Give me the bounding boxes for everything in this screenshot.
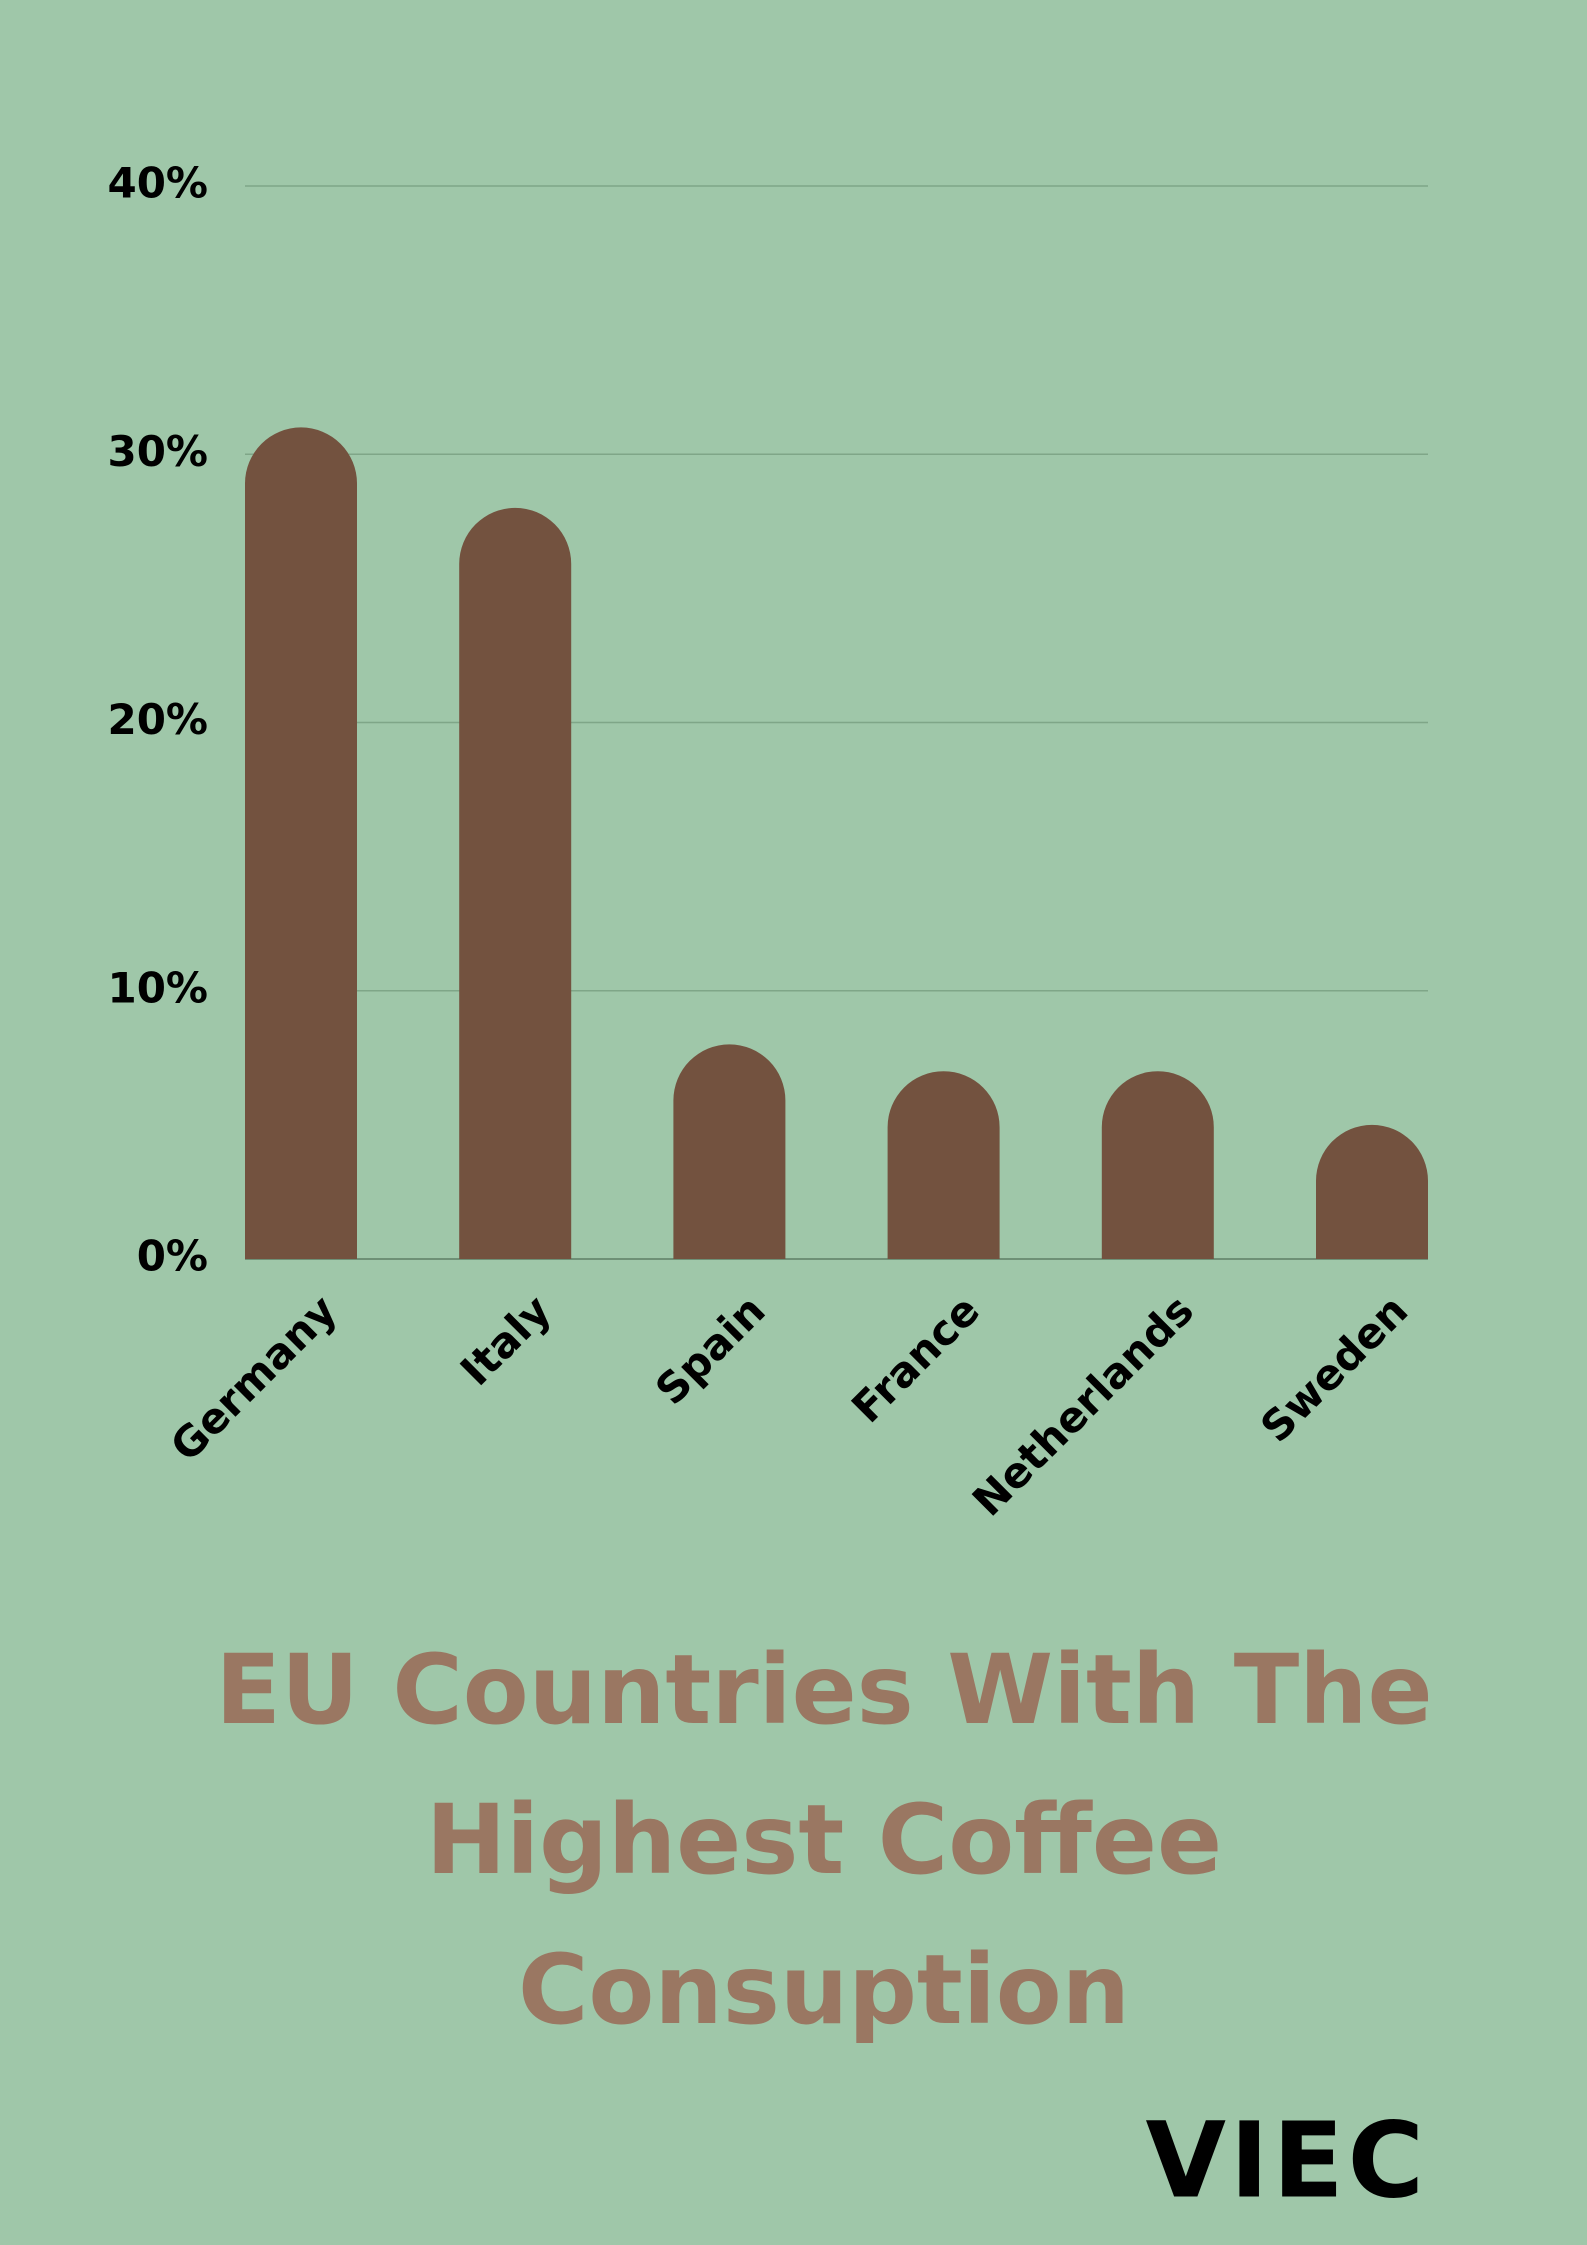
y-tick-label: 20% — [107, 695, 208, 744]
x-tick-label: Italy — [451, 1286, 560, 1395]
bar — [459, 507, 572, 1260]
bar — [1101, 1071, 1214, 1259]
x-tick-label: Netherlands — [963, 1286, 1203, 1526]
y-tick-label: 30% — [107, 427, 208, 476]
bar — [1316, 1124, 1428, 1259]
y-tick-label: 40% — [107, 159, 208, 208]
bar — [245, 427, 357, 1259]
y-tick-label: 10% — [107, 963, 208, 1012]
x-tick-label: France — [842, 1286, 989, 1433]
bar — [887, 1071, 1000, 1259]
logo: VIEC — [1145, 2099, 1428, 2221]
x-tick-label: Germany — [161, 1286, 346, 1471]
x-tick-label: Spain — [646, 1286, 775, 1415]
bar — [673, 1044, 786, 1259]
x-tick-label: Sweden — [1251, 1286, 1417, 1452]
y-tick-label: 0% — [137, 1232, 208, 1281]
chart-title: EU Countries With The Highest Coffee Con… — [215, 1634, 1433, 2046]
